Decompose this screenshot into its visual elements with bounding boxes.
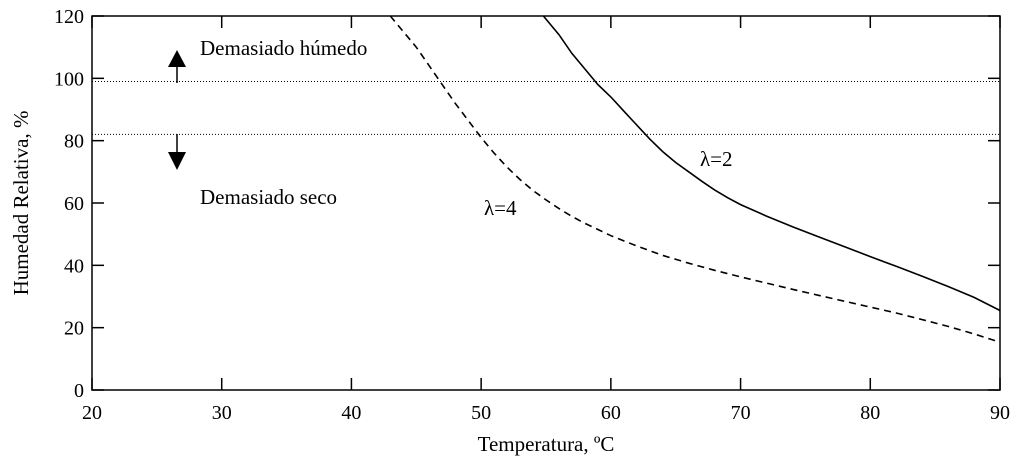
x-tick-label: 20 bbox=[82, 402, 102, 424]
x-tick-label: 60 bbox=[601, 402, 621, 424]
y-axis-label: Humedad Relativa, % bbox=[9, 111, 33, 296]
curves bbox=[389, 15, 1001, 344]
series-line-1 bbox=[542, 15, 1001, 312]
annotation-too-humid: Demasiado húmedo bbox=[200, 36, 367, 60]
x-tick-label: 50 bbox=[471, 402, 491, 424]
x-tick-label: 40 bbox=[341, 402, 361, 424]
x-tick-label: 70 bbox=[731, 402, 751, 424]
curve-label-lambda4: λ=4 bbox=[484, 196, 517, 220]
y-tick-label: 120 bbox=[54, 6, 84, 28]
y-tick-label: 60 bbox=[64, 193, 84, 215]
y-tick-label: 40 bbox=[64, 255, 84, 277]
x-tick-label: 90 bbox=[990, 402, 1010, 424]
humid-arrow-icon bbox=[168, 50, 186, 83]
annotation-too-dry: Demasiado seco bbox=[200, 185, 337, 209]
dry-arrow-icon bbox=[168, 134, 186, 170]
x-tick-label: 30 bbox=[212, 402, 232, 424]
curve-label-lambda2: λ=2 bbox=[700, 147, 733, 171]
y-tick-label: 100 bbox=[54, 68, 84, 90]
y-tick-label: 20 bbox=[64, 318, 84, 340]
y-tick-label: 0 bbox=[74, 380, 84, 402]
y-tick-label: 80 bbox=[64, 131, 84, 153]
series-line-2 bbox=[389, 15, 1001, 344]
reference-lines bbox=[92, 80, 1000, 135]
x-axis-label: Temperatura, ºC bbox=[478, 432, 615, 456]
x-tick-label: 80 bbox=[860, 402, 880, 424]
